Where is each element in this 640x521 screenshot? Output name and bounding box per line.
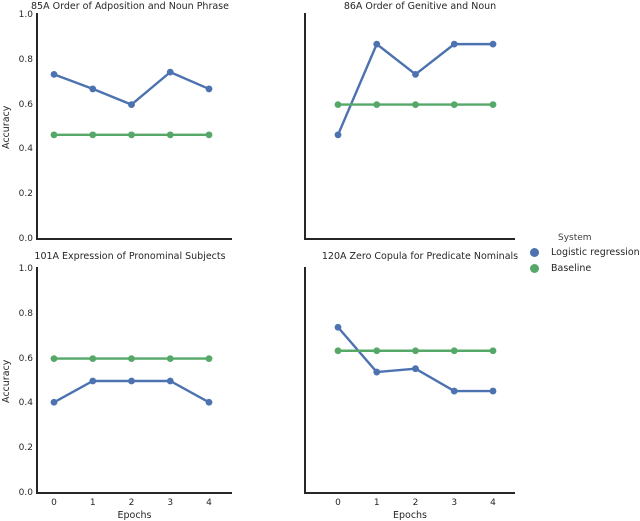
x-tick-label: 3 [451, 498, 458, 508]
y-tick-label: 0.2 [18, 443, 33, 454]
data-point-marker [450, 101, 458, 108]
data-point-marker [50, 355, 58, 362]
legend-title: System [558, 233, 592, 243]
data-point-marker [412, 347, 419, 355]
data-point-marker [50, 398, 58, 406]
legend-item-label: Baseline [551, 262, 592, 274]
data-point-marker [89, 355, 97, 362]
data-point-marker [50, 131, 58, 139]
series-line-logistic [337, 326, 493, 393]
y-tick-label: 0.4 [18, 398, 33, 409]
series-line-logistic [336, 42, 493, 136]
data-point-marker [373, 101, 381, 108]
plot-area [304, 13, 515, 240]
x-axis-label: Epochs [392, 510, 428, 521]
x-tick-label: 3 [167, 498, 174, 508]
y-tick-label: 0.6 [18, 99, 33, 110]
series-line-logistic [53, 70, 210, 106]
y-tick-label: 1.0 [18, 264, 33, 274]
legend: System Logistic regression Baseline [522, 232, 640, 276]
subplot-86a-genitive: 86A Order of Genitive and Noun [268, 0, 532, 250]
x-tick-label: 4 [490, 498, 496, 508]
subplot-120a-zero-copula: 120A Zero Copula for Predicate Nominals … [268, 250, 532, 521]
data-point-marker [166, 68, 174, 76]
x-tick-label: 0 [335, 498, 341, 508]
data-point-marker [412, 101, 419, 108]
data-point-marker [489, 387, 497, 395]
legend-dot-icon [530, 247, 539, 257]
legend-item-logistic-regression: Logistic regression [522, 244, 640, 260]
data-point-marker [205, 131, 213, 139]
data-point-marker [450, 40, 458, 48]
plot-area [304, 267, 515, 494]
data-point-marker [89, 377, 97, 385]
chart-title: 101A Expression of Pronominal Subjects [34, 251, 226, 262]
y-tick-label: 0.8 [18, 54, 33, 65]
data-point-marker [205, 85, 213, 93]
legend-item-label: Logistic regression [551, 246, 640, 258]
x-tick-label: 2 [412, 498, 419, 508]
legend-item-baseline: Baseline [522, 260, 640, 276]
x-tick-label: 1 [89, 498, 96, 508]
data-point-marker [205, 355, 213, 362]
data-point-marker [166, 131, 174, 139]
data-point-marker [89, 131, 97, 139]
data-point-marker [489, 101, 497, 108]
data-point-marker [89, 85, 97, 93]
data-point-marker [128, 131, 135, 139]
y-tick-label: 0.2 [18, 189, 33, 200]
chart-title: 86A Order of Genitive and Noun [343, 1, 497, 12]
y-tick-label: 0.4 [18, 144, 33, 155]
y-tick-label: 1.0 [18, 10, 33, 20]
data-point-marker [128, 101, 135, 108]
data-point-marker [450, 387, 458, 395]
data-point-marker [412, 365, 419, 373]
subplot-85a-adposition: 85A Order of Adposition and Noun Phrase … [0, 0, 260, 250]
y-tick-label: 0.0 [18, 488, 33, 498]
data-point-marker [128, 377, 135, 385]
y-tick-label: 0.6 [18, 353, 33, 364]
y-tick-label: 0.8 [18, 308, 33, 319]
data-point-marker [450, 347, 458, 355]
chart-title: 85A Order of Adposition and Noun Phrase [31, 1, 229, 12]
data-point-marker [334, 347, 342, 355]
x-axis-label: Epochs [117, 510, 152, 521]
x-tick-label: 1 [373, 498, 380, 508]
data-point-marker [489, 347, 497, 355]
data-point-marker [373, 40, 381, 48]
data-point-marker [373, 368, 381, 376]
y-axis-label: Accuracy [1, 105, 12, 149]
data-point-marker [50, 70, 58, 78]
data-point-marker [166, 355, 174, 362]
data-point-marker [205, 398, 213, 406]
plot-area [36, 267, 232, 494]
data-point-marker [334, 323, 342, 331]
y-axis-label: Accuracy [1, 359, 12, 403]
plot-area [36, 13, 232, 240]
y-tick-label: 0.0 [18, 234, 33, 244]
data-point-marker [334, 101, 342, 108]
data-point-marker [373, 347, 381, 355]
legend-dot-icon [530, 263, 539, 273]
x-tick-label: 2 [128, 498, 135, 508]
x-tick-label: 4 [206, 498, 212, 508]
chart-title: 120A Zero Copula for Predicate Nominals [321, 251, 519, 262]
data-point-marker [489, 40, 497, 48]
data-point-marker [128, 355, 135, 362]
data-point-marker [412, 70, 419, 78]
x-tick-label: 0 [51, 498, 57, 508]
data-point-marker [334, 131, 342, 139]
data-point-marker [166, 377, 174, 385]
subplot-101a-pronominal: 101A Expression of Pronominal Subjects 1… [0, 250, 260, 521]
